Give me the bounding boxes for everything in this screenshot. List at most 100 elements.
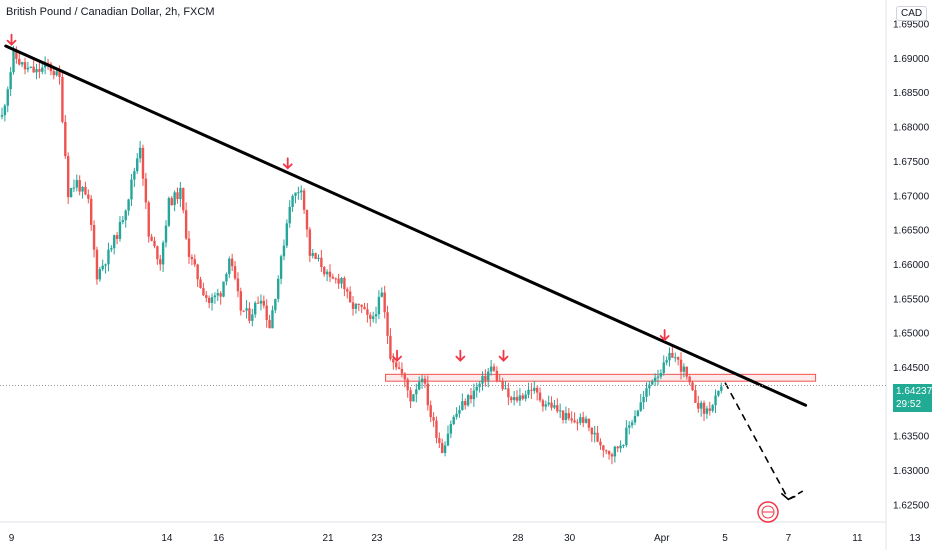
candle-body: [305, 209, 309, 230]
candle-body: [524, 394, 527, 399]
candle-body: [392, 358, 395, 363]
candle-body: [78, 180, 81, 192]
candle-body: [579, 417, 582, 423]
candle-body: [464, 401, 467, 406]
candle-body: [23, 62, 27, 70]
candle-body: [110, 248, 113, 250]
price-tick-label: 1.67000: [893, 191, 930, 202]
candle-body: [656, 376, 660, 378]
time-tick-label: 9: [9, 533, 15, 544]
candle-body: [288, 206, 291, 224]
candle-body: [383, 292, 386, 313]
candle-body: [409, 390, 412, 402]
candle-body: [717, 390, 720, 396]
candle-body: [484, 376, 487, 381]
candle-body: [104, 264, 107, 266]
price-axis[interactable]: 1.69500 1.69000 1.68500 1.68000 1.67500 1.670…: [893, 20, 930, 512]
candle-body: [150, 236, 153, 241]
candle-body: [711, 405, 714, 411]
candle-body: [29, 66, 32, 68]
candle-body: [242, 310, 245, 312]
candle-body: [452, 416, 455, 425]
candle-body: [107, 249, 110, 265]
candle-body: [320, 257, 323, 268]
candle-body: [256, 302, 260, 304]
candle-body: [369, 314, 372, 319]
candle-body: [268, 319, 271, 329]
candle-body: [481, 376, 484, 384]
candle-body: [259, 300, 263, 304]
candle-body: [507, 388, 510, 398]
candle-body: [642, 396, 645, 403]
time-axis[interactable]: 9 14 16 21 23 28 30 Apr 5 7 11 13: [9, 533, 921, 544]
candle-body: [357, 303, 360, 305]
candle-body: [472, 390, 476, 400]
candle-body: [671, 352, 674, 358]
candle-body: [533, 387, 536, 391]
candle-body: [527, 389, 530, 395]
candle-body: [625, 427, 628, 446]
candle-body: [230, 258, 234, 267]
time-tick-label: 14: [161, 533, 173, 544]
candle-body: [432, 417, 435, 421]
candle-body: [302, 190, 306, 210]
candle-body: [567, 413, 571, 419]
candle-body: [285, 223, 289, 246]
candle-body: [501, 381, 504, 389]
candle-body: [0, 115, 4, 117]
candle-body: [343, 278, 346, 290]
candle-body: [492, 366, 496, 371]
down-arrow-marker-icon: [392, 349, 402, 362]
candle-body: [679, 359, 683, 372]
candle-body: [334, 278, 337, 280]
candle-body: [95, 249, 99, 280]
down-arrow-marker-icon: [455, 349, 466, 362]
forecast-layer[interactable]: [724, 382, 804, 501]
candle-body: [113, 235, 116, 249]
candle-body: [590, 427, 594, 435]
candle-body: [147, 202, 150, 237]
candle-body: [216, 293, 219, 296]
candle-body: [363, 306, 366, 310]
candle-body: [515, 397, 519, 401]
candle-body: [176, 192, 179, 200]
candle-body: [233, 266, 237, 279]
candle-body: [697, 402, 700, 409]
price-tick-label: 1.63000: [893, 466, 930, 477]
candle-body: [489, 366, 493, 372]
time-tick-label: 21: [322, 533, 334, 544]
candle-body: [613, 446, 617, 457]
candle-body: [12, 49, 15, 73]
candle-body: [248, 308, 251, 321]
candle-body: [15, 49, 18, 59]
logo-icon: [757, 501, 779, 523]
forecast-arrow-icon: [780, 492, 796, 501]
resistance-zone[interactable]: [385, 373, 817, 382]
candle-body: [576, 422, 579, 424]
candle-body: [630, 422, 634, 426]
candle-body: [694, 390, 697, 403]
candle-body: [101, 265, 104, 270]
candle-body: [386, 312, 389, 336]
time-tick-label: 23: [371, 533, 383, 544]
trendline[interactable]: [4, 44, 808, 407]
price-tick-label: 1.64500: [893, 363, 930, 374]
candle-body: [487, 371, 490, 381]
candle-body: [366, 309, 369, 315]
candle-body: [118, 221, 122, 239]
candle-body: [610, 454, 614, 457]
candle-body: [449, 424, 453, 434]
trendline-layer[interactable]: [4, 44, 808, 407]
candle-body: [337, 278, 340, 284]
candle-body: [573, 420, 576, 423]
candle-body: [371, 316, 375, 319]
candle-body: [156, 246, 159, 260]
candle-body: [308, 229, 312, 256]
candle-body: [153, 240, 156, 247]
candle-body: [550, 402, 553, 408]
candle-body: [397, 367, 401, 369]
currency-label[interactable]: CAD: [896, 6, 928, 21]
candle-body: [668, 352, 671, 361]
